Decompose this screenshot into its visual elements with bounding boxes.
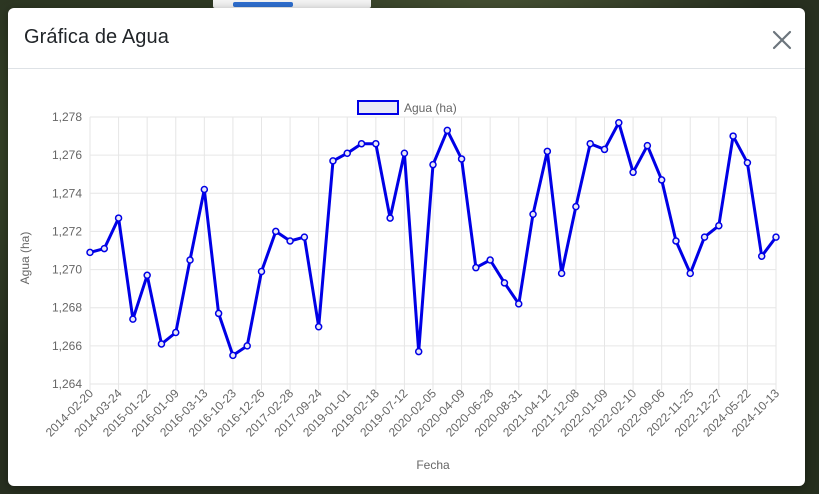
data-point[interactable]	[257, 267, 266, 276]
y-tick-label: 1,266	[52, 339, 82, 353]
data-point[interactable]	[657, 176, 666, 184]
data-point[interactable]	[414, 347, 423, 356]
chart-container: Agua (ha) 1,264 1,266 1,268 1,270 1,272 1,274…	[8, 70, 805, 486]
data-point[interactable]	[515, 300, 523, 308]
close-button[interactable]	[766, 24, 798, 56]
data-point[interactable]	[186, 256, 194, 264]
data-point[interactable]	[443, 126, 452, 135]
data-point[interactable]	[543, 147, 552, 156]
background-chip	[233, 2, 293, 7]
chart-modal: Gráfica de Agua Agua (ha) 1,264 1,266 1,26…	[8, 8, 805, 486]
data-point[interactable]	[357, 139, 366, 148]
data-point[interactable]	[214, 309, 223, 318]
data-point[interactable]	[229, 351, 237, 360]
modal-header: Gráfica de Agua	[8, 8, 805, 69]
data-point[interactable]	[629, 168, 637, 177]
y-tick-label: 1,272	[52, 224, 82, 238]
y-tick-label: 1,270	[52, 263, 82, 277]
data-point[interactable]	[672, 237, 680, 245]
data-point[interactable]	[286, 237, 294, 245]
data-point[interactable]	[129, 315, 137, 323]
line-chart: Agua (ha) 1,264 1,266 1,268 1,270 1,272 1,274…	[18, 100, 783, 472]
series-points	[86, 118, 780, 360]
data-point[interactable]	[272, 227, 280, 236]
y-tick-label: 1,274	[52, 186, 82, 200]
data-point[interactable]	[572, 202, 580, 211]
data-point[interactable]	[329, 157, 337, 165]
data-point[interactable]	[157, 340, 166, 348]
data-point[interactable]	[429, 160, 437, 169]
data-point[interactable]	[586, 139, 594, 148]
data-point[interactable]	[615, 118, 623, 127]
data-point[interactable]	[500, 279, 509, 287]
data-point[interactable]	[400, 149, 409, 157]
x-axis-title: Fecha	[416, 458, 450, 472]
data-point[interactable]	[300, 233, 309, 241]
data-point[interactable]	[243, 342, 251, 350]
data-point[interactable]	[529, 210, 537, 219]
data-point[interactable]	[457, 155, 466, 163]
y-axis-title: Agua (ha)	[18, 232, 32, 285]
data-point[interactable]	[715, 221, 723, 230]
data-point[interactable]	[114, 214, 123, 222]
chart-grid	[89, 116, 777, 390]
y-axis-ticks: 1,264 1,266 1,268 1,270 1,272 1,274 1,276 1,278	[52, 110, 82, 391]
data-point[interactable]	[314, 323, 323, 331]
legend-swatch	[357, 100, 399, 115]
data-point[interactable]	[757, 252, 766, 260]
data-point[interactable]	[86, 248, 94, 257]
data-point[interactable]	[143, 271, 151, 280]
y-tick-label: 1,268	[52, 301, 82, 315]
data-point[interactable]	[100, 244, 109, 253]
data-point[interactable]	[600, 145, 609, 154]
data-point[interactable]	[172, 328, 180, 337]
modal-title: Gráfica de Agua	[24, 26, 169, 48]
data-point[interactable]	[772, 233, 780, 241]
x-axis-ticks: 2014-02-202014-03-242015-01-222016-01-09…	[43, 386, 783, 440]
data-point[interactable]	[686, 269, 694, 278]
data-point[interactable]	[372, 139, 380, 148]
y-tick-label: 1,278	[52, 110, 82, 124]
data-point[interactable]	[729, 132, 737, 140]
chart-legend[interactable]: Agua (ha)	[357, 100, 457, 115]
y-tick-label: 1,264	[52, 377, 82, 391]
data-point[interactable]	[386, 214, 394, 222]
close-icon	[772, 30, 792, 50]
data-point[interactable]	[643, 141, 652, 150]
data-point[interactable]	[486, 256, 494, 264]
y-tick-label: 1,276	[52, 148, 82, 162]
data-point[interactable]	[743, 159, 752, 167]
data-point[interactable]	[557, 269, 566, 278]
data-point[interactable]	[472, 263, 480, 272]
legend-label: Agua (ha)	[404, 101, 457, 115]
data-point[interactable]	[700, 233, 709, 241]
data-point[interactable]	[200, 185, 209, 194]
data-point[interactable]	[343, 149, 351, 157]
